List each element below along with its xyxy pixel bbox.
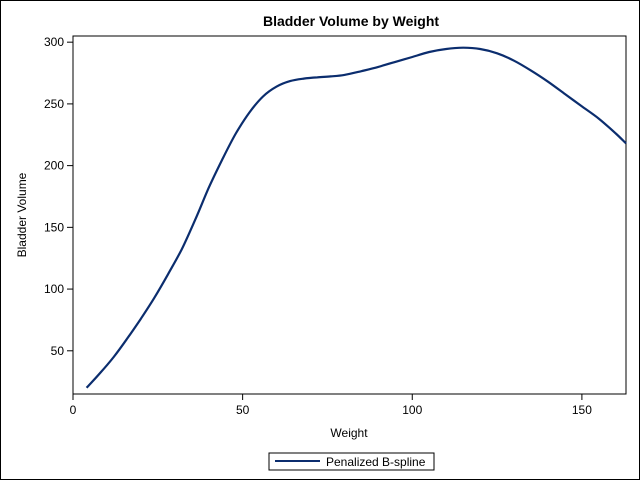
plot-area: [72, 35, 627, 395]
series-layer: [85, 46, 627, 389]
chart-title: Bladder Volume by Weight: [263, 13, 439, 29]
series-line: [85, 46, 627, 389]
x-tick-label: 50: [236, 403, 250, 417]
x-axis-label: Weight: [330, 426, 368, 440]
y-tick-label: 50: [51, 344, 65, 358]
x-axis: 0 50 100 150: [70, 394, 592, 417]
y-axis: 50 100 150 200 250 300: [44, 35, 73, 358]
y-tick-label: 200: [44, 159, 64, 173]
legend-box: [268, 452, 435, 471]
x-tick-label: 0: [70, 403, 77, 417]
legend-label: Penalized B-spline: [326, 455, 426, 469]
legend: Penalized B-spline: [268, 452, 435, 471]
x-tick-label: 100: [402, 403, 422, 417]
x-tick-label: 150: [572, 403, 592, 417]
y-tick-label: 150: [44, 220, 64, 234]
y-tick-label: 100: [44, 282, 64, 296]
y-tick-label: 250: [44, 97, 64, 111]
y-axis-label: Bladder Volume: [15, 172, 29, 257]
y-tick-label: 300: [44, 35, 64, 49]
